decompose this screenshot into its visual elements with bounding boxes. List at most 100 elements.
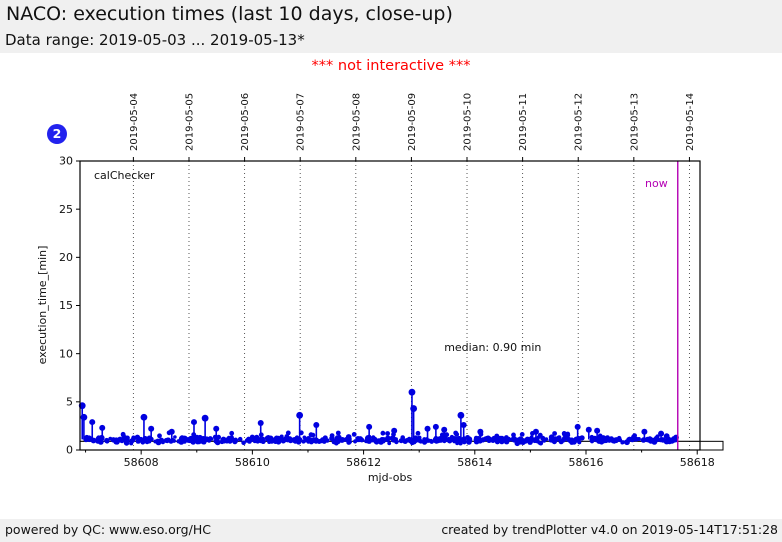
data-point <box>669 438 675 444</box>
spike-point <box>296 411 304 419</box>
data-point <box>548 438 553 443</box>
data-point <box>579 435 585 441</box>
plot-index-badge[interactable]: 2 <box>47 124 67 144</box>
data-point <box>284 434 290 440</box>
date-tick-label: 2019-05-05 <box>184 93 195 151</box>
footer-powered-by: powered by QC: www.eso.org/HC <box>5 522 211 537</box>
data-point <box>308 432 314 438</box>
data-point <box>285 438 290 443</box>
data-point <box>640 437 647 443</box>
data-point <box>95 439 99 443</box>
spike-point <box>457 411 465 419</box>
data-point <box>173 435 177 439</box>
data-point <box>612 437 618 443</box>
date-tick-label: 2019-05-12 <box>574 93 585 151</box>
data-point <box>519 432 525 437</box>
data-point <box>537 432 543 438</box>
spike-point <box>594 427 601 434</box>
data-point <box>86 435 92 442</box>
data-point <box>214 439 221 446</box>
data-point <box>157 433 162 439</box>
data-point <box>485 435 491 441</box>
data-point <box>387 441 392 446</box>
data-point <box>511 432 516 438</box>
median-annotation: median: 0.90 min <box>444 341 541 354</box>
now-label: now <box>645 177 668 190</box>
data-point <box>372 437 378 442</box>
date-tick-label: 2019-05-06 <box>240 93 251 151</box>
spike-point <box>424 425 431 432</box>
data-point <box>229 430 235 436</box>
data-point <box>597 433 603 439</box>
data-point <box>301 439 306 444</box>
header-bar: NACO: execution times (last 10 days, clo… <box>0 0 782 53</box>
data-point <box>571 439 577 445</box>
data-point <box>380 430 386 436</box>
data-point <box>120 431 126 437</box>
data-point <box>448 437 454 443</box>
date-tick-label: 2019-05-04 <box>129 93 140 151</box>
data-point <box>455 441 459 446</box>
spike-point <box>574 423 581 430</box>
data-point <box>467 438 473 443</box>
data-point <box>311 438 316 444</box>
data-point <box>568 437 573 442</box>
spike-point <box>391 427 398 434</box>
data-point <box>260 438 266 444</box>
spike-point <box>641 428 648 435</box>
spike-point <box>410 405 418 412</box>
data-point <box>202 440 207 445</box>
spike-point <box>168 428 175 435</box>
data-point <box>477 438 483 444</box>
data-point <box>160 440 165 445</box>
x-tick-label: 58610 <box>235 456 270 469</box>
data-point <box>523 438 528 444</box>
data-point <box>398 438 404 444</box>
data-point <box>366 438 372 444</box>
spike-point <box>366 423 373 430</box>
y-axis-label: execution_time_[min] <box>36 246 49 365</box>
data-point <box>216 434 222 440</box>
data-point <box>385 435 391 442</box>
data-point <box>627 436 633 442</box>
x-axis-label: mjd-obs <box>368 471 413 484</box>
data-band <box>83 430 679 447</box>
not-interactive-notice: *** not interactive *** <box>311 58 471 74</box>
data-point <box>324 438 330 443</box>
plot-frame <box>79 160 701 451</box>
data-point <box>241 440 246 446</box>
data-point <box>124 438 130 444</box>
data-point <box>147 439 152 444</box>
date-tick-label: 2019-05-10 <box>463 93 474 151</box>
data-point <box>519 441 523 445</box>
data-point <box>473 435 479 441</box>
y-tick-label: 5 <box>66 395 73 408</box>
data-point <box>335 430 341 436</box>
data-point <box>247 439 252 444</box>
y-tick-label: 15 <box>59 299 73 312</box>
data-point <box>506 436 511 442</box>
data-point <box>561 431 567 437</box>
data-point <box>227 437 231 442</box>
data-point <box>355 436 361 442</box>
data-point <box>92 438 96 443</box>
spike-point <box>460 421 467 428</box>
data-point <box>329 433 335 438</box>
x-axis: 58608 58610 58612 58614 58616 58618 mjd-obs <box>85 450 715 484</box>
data-point <box>552 431 557 436</box>
spike-point <box>313 421 320 428</box>
spike-point <box>408 388 416 396</box>
data-point <box>422 437 427 442</box>
data-point <box>632 433 637 438</box>
spike-point <box>532 428 539 435</box>
data-point <box>285 430 291 436</box>
data-point <box>111 437 116 442</box>
spike-point <box>658 430 665 437</box>
spike-point <box>585 426 592 433</box>
footer-bar: powered by QC: www.eso.org/HC created by… <box>0 519 782 542</box>
data-point <box>232 439 238 445</box>
data-point <box>169 438 174 443</box>
data-point <box>444 432 450 438</box>
